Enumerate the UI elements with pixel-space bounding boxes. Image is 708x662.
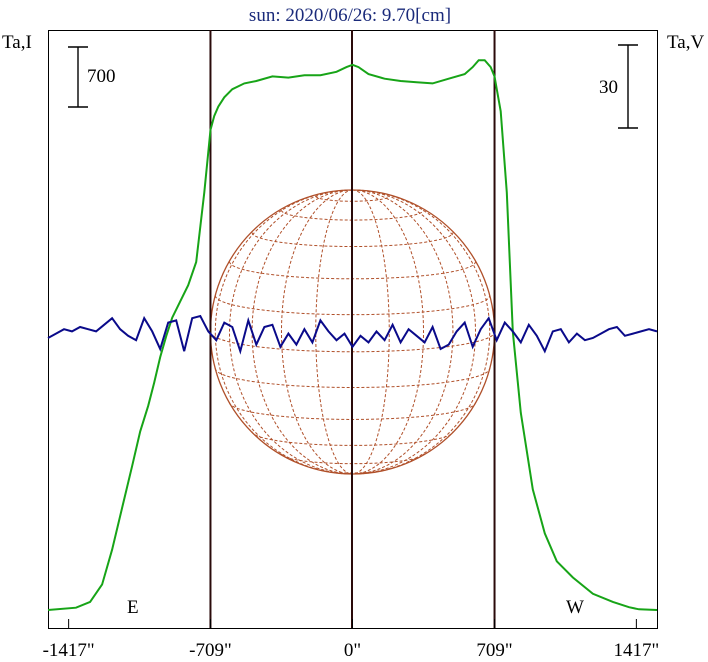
right-scale-label: 30 [599,77,618,98]
longitude-line [352,189,491,475]
longitude-line [352,189,454,475]
longitude-line [229,189,353,475]
longitude-line [214,189,353,475]
left-scale-bar [68,46,88,108]
left-scale-label: 700 [87,66,116,87]
intensity-series-line [47,59,658,611]
x-tick-label: 1417" [613,640,659,661]
right-scale-bar [618,44,638,129]
right-axis-label: Ta,V [667,32,704,53]
x-tick-label: -709" [189,640,232,661]
latitude-line [251,431,454,446]
edge-label-east: E [127,597,139,618]
left-axis-label: Ta,I [2,32,32,53]
longitude-line [281,189,353,475]
polarization-series-line [47,314,658,355]
latitude-line [251,232,454,248]
longitude-line [315,189,353,475]
longitude-line [352,189,476,475]
edge-label-west: W [566,597,584,618]
longitude-line [352,189,390,475]
longitude-line [352,189,424,475]
x-tick-label: -1417" [43,640,95,661]
x-axis-ticks: -1417" -709" 0" 709" 1417" [43,619,659,661]
chart-title: sun: 2020/06/26: 9.70[cm] [249,5,451,26]
x-tick-label: 709" [476,640,512,661]
x-tick-label: 0" [344,640,361,661]
